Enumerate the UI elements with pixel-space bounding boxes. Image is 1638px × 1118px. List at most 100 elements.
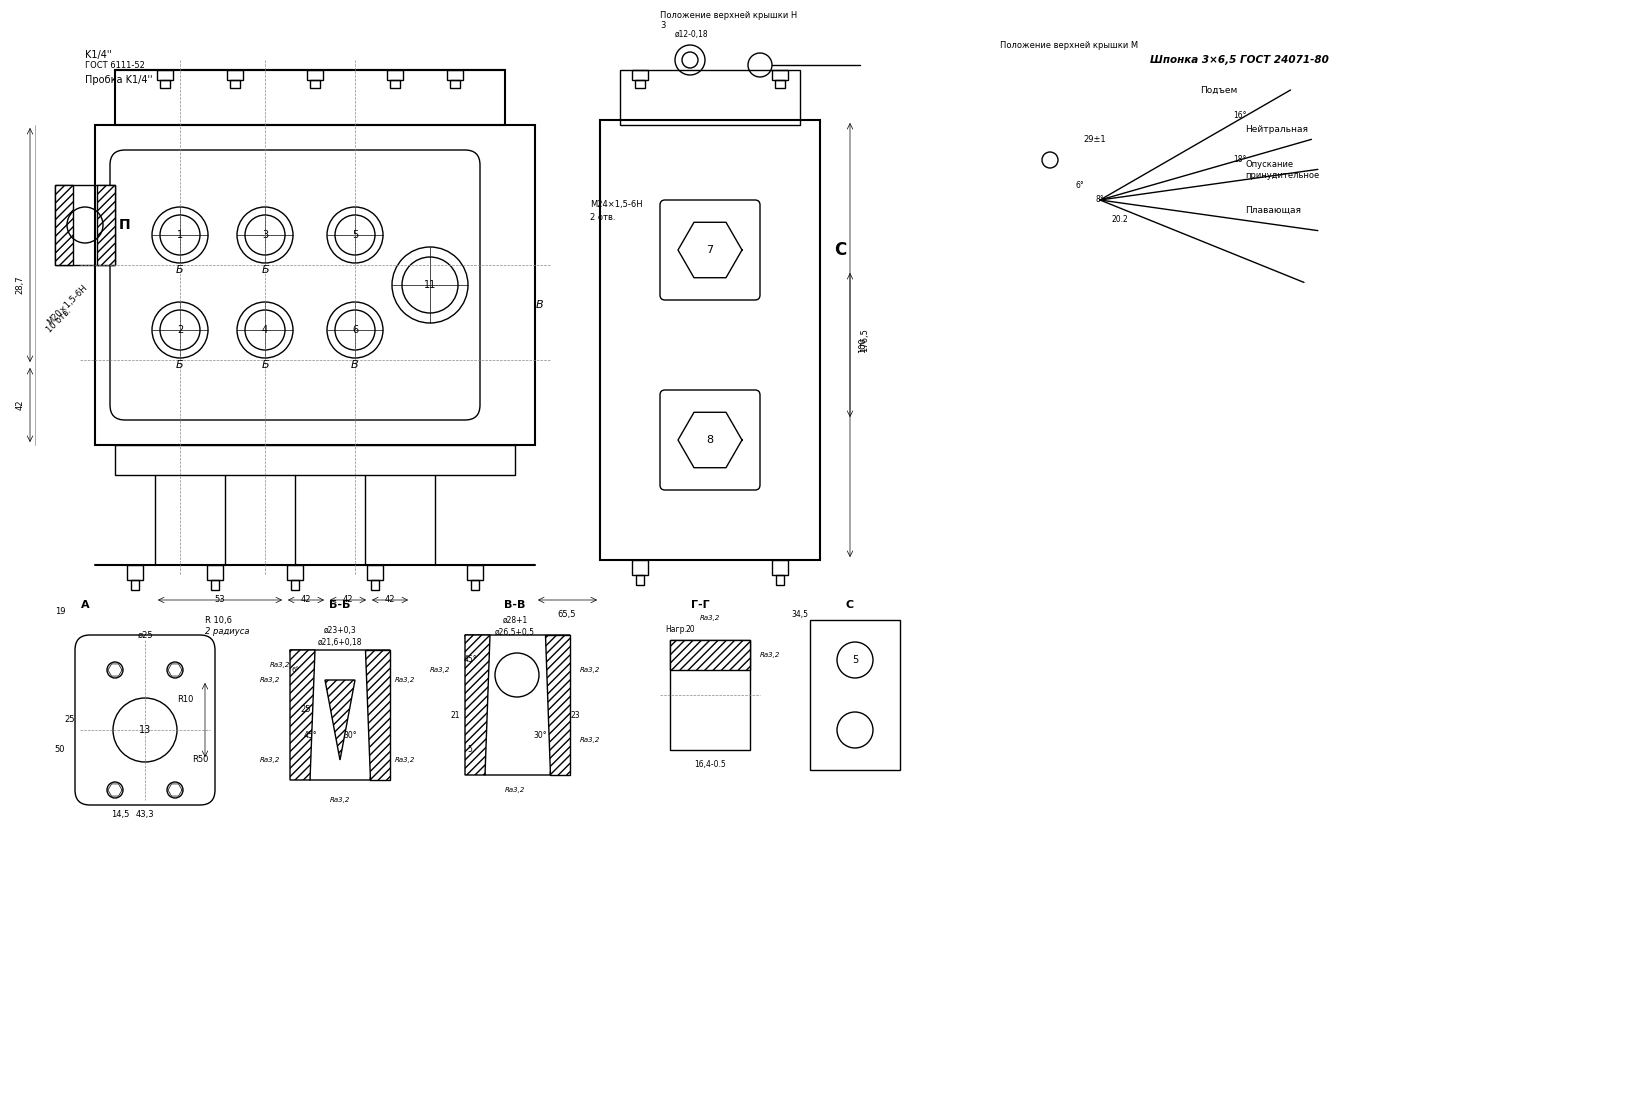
Text: 45°: 45° [464,655,477,664]
Polygon shape [290,650,314,780]
Bar [771,560,788,575]
Bar [447,70,464,80]
Text: Б: Б [260,360,269,370]
Polygon shape [670,639,750,670]
Text: 19: 19 [54,607,66,616]
Text: 25: 25 [64,716,75,724]
Text: 7: 7 [706,245,714,255]
Text: 42: 42 [301,596,311,605]
Bar [157,70,174,80]
Text: Пробка K1/4'': Пробка K1/4'' [85,75,152,85]
Text: 20.2: 20.2 [1112,216,1129,225]
Bar [390,80,400,88]
Text: 20: 20 [685,625,695,635]
Text: 2 радиуса: 2 радиуса [205,627,249,636]
Text: 14,5: 14,5 [111,811,129,819]
Text: Ra3,2: Ra3,2 [270,662,290,667]
Text: Ra3,2: Ra3,2 [260,757,280,762]
Text: Нейтральная: Нейтральная [1245,125,1309,134]
Text: Ra3,2: Ra3,2 [329,797,351,803]
Text: П: П [120,218,131,233]
Text: В: В [351,360,359,370]
Text: 53: 53 [215,596,226,605]
Text: Ra3,2: Ra3,2 [260,678,280,683]
Text: 13: 13 [139,724,151,735]
Bar [211,580,219,590]
Text: Ra3,2: Ra3,2 [395,757,414,762]
Text: 34,5: 34,5 [791,610,809,619]
Text: R50: R50 [192,756,208,765]
Bar [95,125,536,445]
Text: 45°: 45° [303,730,316,739]
Bar [621,70,799,125]
Text: С: С [845,600,853,610]
Bar [450,80,460,88]
Text: M24×1,5-6H: M24×1,5-6H [590,200,642,209]
Bar [636,575,644,585]
Text: 23: 23 [570,711,580,720]
Text: ø21,6+0,18: ø21,6+0,18 [318,637,362,646]
Bar [387,70,403,80]
Bar [287,565,303,580]
Text: А: А [80,600,90,610]
Text: Шпонка 3×6,5 ГОСТ 24071-80: Шпонка 3×6,5 ГОСТ 24071-80 [1150,55,1328,65]
Bar [115,70,505,125]
Polygon shape [290,650,390,780]
Text: 5: 5 [467,746,472,755]
Bar [310,80,319,88]
Text: 5: 5 [852,655,858,665]
Bar [128,565,143,580]
Text: 42: 42 [342,596,354,605]
Text: 100: 100 [858,338,868,353]
Text: Ra3,2: Ra3,2 [580,667,600,673]
Text: 42: 42 [385,596,395,605]
Bar [115,445,514,475]
Text: 43,3: 43,3 [136,811,154,819]
Bar [56,184,115,265]
Text: Опускание
принудительное: Опускание принудительное [1245,160,1319,180]
Text: M20×1,5-6H: M20×1,5-6H [44,283,88,326]
Bar [776,575,785,585]
Text: ø25: ø25 [138,631,152,639]
Text: С: С [834,241,847,259]
Bar [600,120,821,560]
Text: Положение верхней крышки H: Положение верхней крышки H [660,10,798,19]
Bar [636,80,645,88]
Text: В: В [536,300,544,310]
Text: 3: 3 [660,20,665,29]
Text: 5: 5 [352,230,359,240]
Text: Плавающая: Плавающая [1245,206,1301,215]
Text: Ra3,2: Ra3,2 [760,652,780,659]
Text: 18°: 18° [1233,155,1247,164]
Text: Подъем: Подъем [1201,85,1237,95]
Text: Положение верхней крышки М: Положение верхней крышки М [1001,40,1138,49]
Text: 25: 25 [300,705,311,714]
Text: 6: 6 [352,325,359,335]
Bar [370,580,378,590]
Text: 11: 11 [424,280,436,290]
Text: Г-Г: Г-Г [691,600,709,610]
Text: 28,7: 28,7 [15,276,25,294]
Text: 21: 21 [450,711,460,720]
Bar [161,80,170,88]
Polygon shape [324,680,355,760]
Text: 8°: 8° [1096,196,1104,205]
Text: 2 отв.: 2 отв. [590,212,616,221]
Text: Б: Б [260,265,269,275]
Text: 6°: 6° [1076,180,1084,189]
Polygon shape [465,635,490,775]
Bar [306,70,323,80]
Text: ø28+1: ø28+1 [503,616,527,625]
Text: 29±1: 29±1 [1084,135,1106,144]
Bar [97,184,115,265]
Text: Ra3,2: Ra3,2 [580,737,600,743]
Text: Б: Б [177,265,183,275]
Text: Ra3,2: Ra3,2 [505,787,526,793]
Text: Ra3,2: Ra3,2 [699,615,721,620]
Text: 65,5: 65,5 [559,610,577,619]
Bar [229,80,241,88]
Text: 30°: 30° [344,730,357,739]
Text: 16°: 16° [1233,111,1247,120]
Text: 4: 4 [262,325,269,335]
Bar [292,580,300,590]
